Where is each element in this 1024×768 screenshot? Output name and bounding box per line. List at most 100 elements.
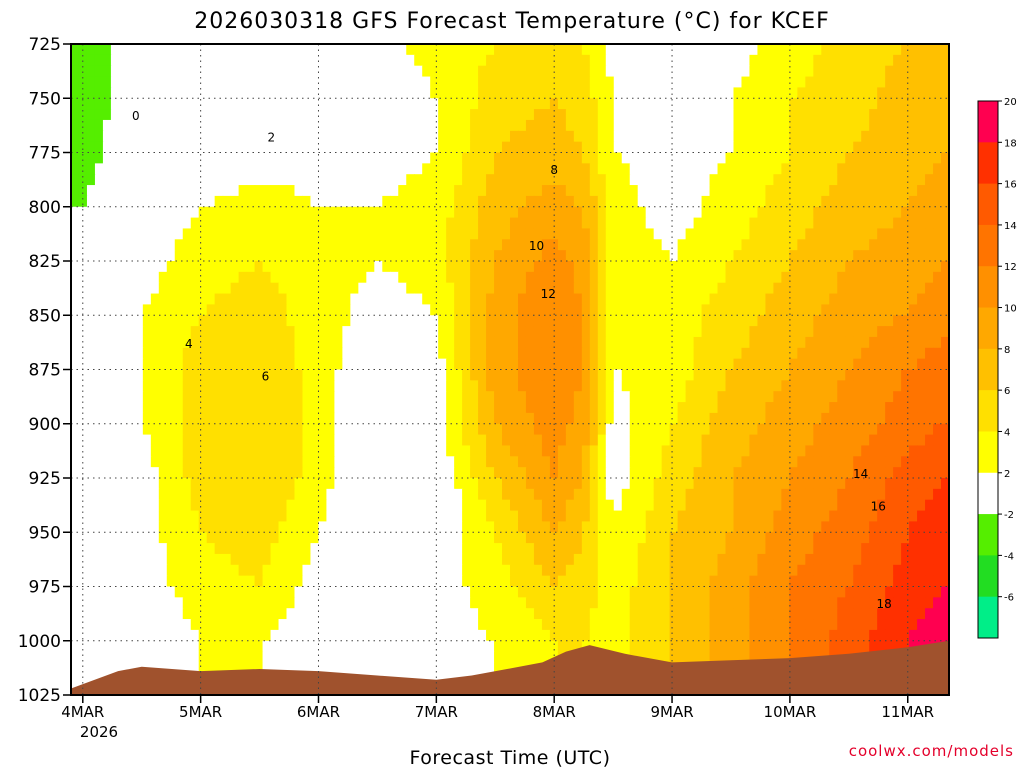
temperature-cell: [222, 488, 232, 501]
temperature-cell: [565, 423, 575, 436]
temperature-cell: [677, 217, 687, 230]
temperature-cell: [398, 271, 407, 284]
temperature-cell: [206, 521, 216, 533]
temperature-cell: [126, 195, 136, 208]
temperature-cell: [382, 185, 391, 197]
temperature-cell: [430, 141, 439, 154]
temperature-cell: [438, 152, 447, 164]
temperature-cell: [86, 521, 96, 533]
temperature-cell: [677, 478, 687, 490]
temperature-cell: [749, 510, 759, 522]
temperature-cell: [446, 185, 455, 197]
temperature-cell: [645, 391, 655, 403]
temperature-cell: [94, 445, 104, 457]
temperature-cell: [358, 380, 367, 392]
temperature-cell: [741, 391, 751, 403]
temperature-cell: [677, 391, 687, 403]
temperature-cell: [557, 228, 567, 240]
temperature-cell: [557, 76, 567, 88]
temperature-cell: [182, 152, 192, 164]
temperature-cell: [238, 456, 248, 468]
temperature-cell: [110, 456, 120, 468]
temperature-cell: [126, 228, 136, 240]
temperature-cell: [78, 76, 88, 88]
temperature-cell: [853, 380, 862, 392]
temperature-cell: [629, 76, 639, 88]
temperature-cell: [717, 65, 727, 78]
temperature-cell: [933, 271, 942, 284]
temperature-cell: [645, 271, 655, 284]
temperature-cell: [805, 250, 814, 262]
temperature-cell: [174, 510, 184, 522]
temperature-cell: [94, 347, 104, 360]
temperature-cell: [406, 423, 415, 436]
temperature-cell: [318, 358, 328, 371]
temperature-cell: [230, 369, 240, 381]
temperature-cell: [581, 423, 591, 436]
temperature-cell: [861, 206, 870, 219]
temperature-cell: [230, 217, 240, 230]
temperature-cell: [917, 358, 926, 371]
temperature-cell: [206, 217, 216, 230]
temperature-cell: [158, 521, 168, 533]
temperature-cell: [398, 369, 407, 381]
temperature-cell: [845, 445, 854, 457]
temperature-cell: [230, 271, 240, 284]
temperature-cell: [382, 293, 391, 305]
temperature-cell: [358, 163, 367, 175]
temperature-cell: [310, 217, 320, 230]
temperature-cell: [510, 521, 519, 533]
temperature-cell: [581, 163, 591, 175]
temperature-cell: [669, 488, 679, 501]
temperature-cell: [861, 391, 870, 403]
temperature-cell: [917, 326, 926, 338]
temperature-cell: [605, 65, 615, 78]
temperature-cell: [71, 174, 80, 186]
temperature-cell: [286, 206, 296, 219]
temperature-cell: [621, 174, 631, 186]
temperature-cell: [502, 456, 511, 468]
temperature-cell: [933, 423, 942, 436]
temperature-cell: [206, 44, 216, 56]
temperature-cell: [685, 467, 695, 479]
temperature-cell: [901, 54, 910, 67]
temperature-cell: [310, 358, 320, 371]
temperature-cell: [334, 315, 343, 327]
temperature-cell: [302, 293, 312, 305]
temperature-cell: [541, 98, 551, 110]
temperature-cell: [805, 76, 814, 88]
temperature-cell: [342, 119, 351, 132]
temperature-cell: [254, 130, 264, 143]
temperature-cell: [142, 391, 152, 403]
temperature-cell: [94, 456, 104, 468]
temperature-cell: [925, 141, 934, 154]
temperature-cell: [454, 445, 463, 457]
temperature-cell: [629, 358, 639, 371]
temperature-cell: [294, 109, 304, 121]
temperature-cell: [541, 239, 551, 251]
temperature-cell: [605, 499, 615, 512]
temperature-cell: [933, 195, 942, 208]
temperature-cell: [797, 141, 806, 154]
temperature-cell: [925, 347, 934, 360]
temperature-cell: [102, 532, 112, 544]
temperature-cell: [853, 336, 862, 349]
temperature-cell: [142, 293, 152, 305]
temperature-cell: [813, 412, 822, 425]
temperature-cell: [102, 195, 112, 208]
temperature-cell: [685, 445, 695, 457]
temperature-cell: [310, 478, 320, 490]
temperature-cell: [541, 141, 551, 154]
temperature-cell: [71, 239, 80, 251]
temperature-cell: [741, 369, 751, 381]
temperature-cell: [613, 261, 623, 273]
temperature-cell: [613, 195, 623, 208]
temperature-cell: [533, 412, 543, 425]
temperature-cell: [462, 315, 471, 327]
temperature-cell: [510, 315, 519, 327]
temperature-cell: [294, 499, 304, 512]
temperature-cell: [134, 510, 144, 522]
temperature-cell: [685, 141, 695, 154]
temperature-cell: [382, 499, 391, 512]
temperature-cell: [821, 195, 830, 208]
